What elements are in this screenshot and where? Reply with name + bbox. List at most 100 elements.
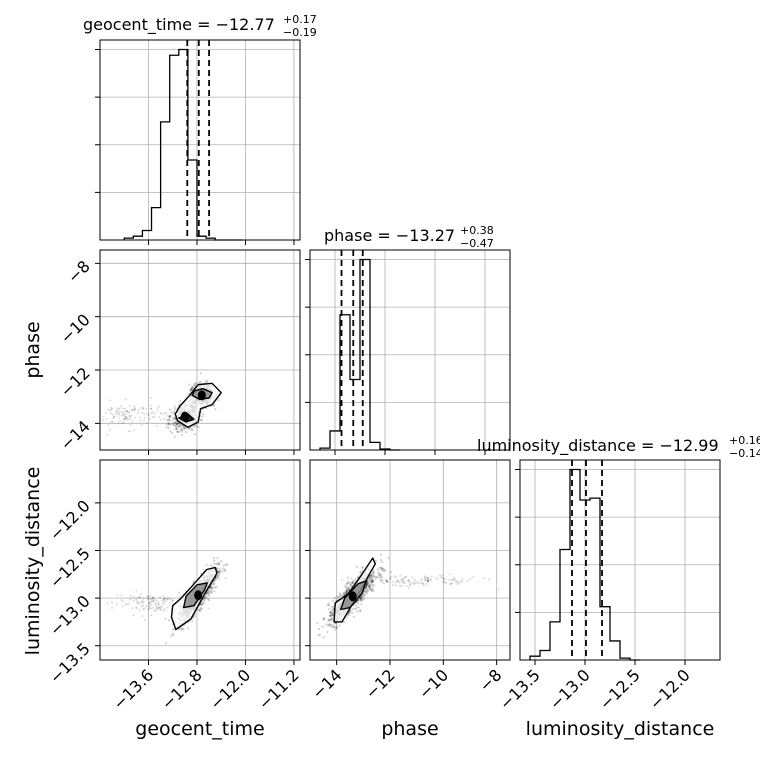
scatter-point: [138, 416, 141, 419]
scatter-point: [369, 588, 372, 591]
scatter-point: [327, 623, 330, 626]
scatter-point: [158, 405, 161, 408]
scatter-point: [391, 584, 394, 587]
scatter-point: [347, 612, 350, 615]
scatter-point: [372, 589, 375, 592]
scatter-point: [380, 573, 383, 577]
scatter-point: [427, 578, 430, 581]
scatter-point: [426, 579, 429, 582]
scatter-point: [202, 598, 205, 601]
scatter-point: [332, 608, 335, 612]
scatter-point: [360, 602, 363, 606]
marginal-geocent-time-panel: [95, 39, 301, 245]
scatter-point: [345, 591, 348, 594]
scatter-point: [128, 417, 131, 420]
scatter-point: [353, 607, 357, 610]
scatter-point: [371, 578, 374, 581]
scatter-point: [336, 595, 339, 598]
scatter-point: [367, 582, 370, 585]
scatter-point: [174, 417, 177, 421]
scatter-point: [421, 578, 424, 581]
scatter-point: [399, 585, 402, 588]
scatter-point: [111, 601, 114, 604]
scatter-point: [157, 607, 160, 610]
scatter-point: [354, 578, 357, 581]
scatter-point: [111, 407, 114, 410]
scatter-point: [403, 581, 406, 584]
scatter-point: [169, 415, 172, 418]
scatter-point: [179, 595, 182, 598]
scatter-point: [415, 581, 418, 584]
scatter-point: [183, 427, 186, 430]
scatter-point: [200, 607, 203, 610]
scatter-point: [132, 596, 135, 599]
scatter-point: [148, 603, 151, 606]
scatter-point: [367, 589, 370, 592]
scatter-point: [172, 423, 175, 427]
scatter-point: [187, 393, 190, 396]
density-core: [180, 411, 189, 422]
scatter-point: [321, 625, 324, 628]
scatter-point: [133, 405, 136, 408]
scatter-point: [347, 587, 350, 590]
scatter-point: [329, 619, 332, 622]
scatter-point: [123, 413, 126, 416]
scatter-point: [210, 588, 213, 591]
scatter-point: [112, 417, 115, 420]
scatter-point: [403, 581, 406, 584]
scatter-point: [149, 607, 152, 610]
scatter-point: [150, 397, 153, 400]
scatter-point: [322, 636, 325, 639]
scatter-point: [205, 563, 208, 567]
scatter-point: [168, 414, 171, 418]
pair-phase-luminosity-distance-panel: −14 −12 −10 −8: [305, 459, 511, 703]
scatter-point: [400, 578, 403, 581]
scatter-point: [147, 413, 150, 416]
scatter-point: [120, 410, 123, 413]
scatter-point: [342, 593, 345, 596]
scatter-point: [220, 559, 223, 563]
scatter-point: [333, 625, 336, 629]
scatter-point: [194, 383, 197, 386]
scatter-point: [368, 577, 371, 580]
scatter-point: [368, 585, 371, 588]
scatter-point: [225, 563, 229, 566]
density-core: [197, 390, 206, 401]
histogram-step: [319, 258, 400, 451]
scatter-point: [380, 576, 383, 579]
scatter-point: [147, 595, 150, 598]
scatter-point: [128, 411, 131, 414]
scatter-point: [345, 591, 349, 594]
scatter-point: [372, 574, 375, 578]
scatter-point: [151, 411, 154, 414]
scatter-point: [361, 596, 364, 599]
scatter-point: [139, 419, 142, 422]
scatter-point: [452, 576, 455, 579]
scatter-point: [177, 422, 180, 425]
scatter-point: [148, 418, 151, 421]
scatter-point: [173, 424, 176, 427]
scatter-point: [210, 587, 213, 590]
scatter-point: [167, 596, 170, 599]
scatter-point: [208, 589, 211, 592]
scatter-point: [412, 580, 415, 583]
scatter-point: [389, 577, 392, 580]
scatter-point: [328, 622, 332, 626]
scatter-point: [140, 592, 143, 595]
scatter-point: [365, 585, 368, 588]
scatter-point: [394, 581, 397, 584]
scatter-point: [135, 607, 138, 610]
scatter-point: [370, 574, 373, 577]
scatter-point: [164, 617, 167, 620]
scatter-point: [162, 598, 165, 601]
scatter-point: [161, 413, 164, 416]
scatter-point: [193, 385, 197, 388]
scatter-point: [189, 389, 192, 392]
scatter-point: [190, 385, 194, 388]
scatter-point: [191, 386, 194, 389]
scatter-point: [143, 618, 146, 621]
panel-frame: [309, 249, 511, 451]
scatter-point: [204, 597, 207, 600]
scatter-point: [205, 407, 208, 410]
scatter-point: [472, 575, 475, 578]
